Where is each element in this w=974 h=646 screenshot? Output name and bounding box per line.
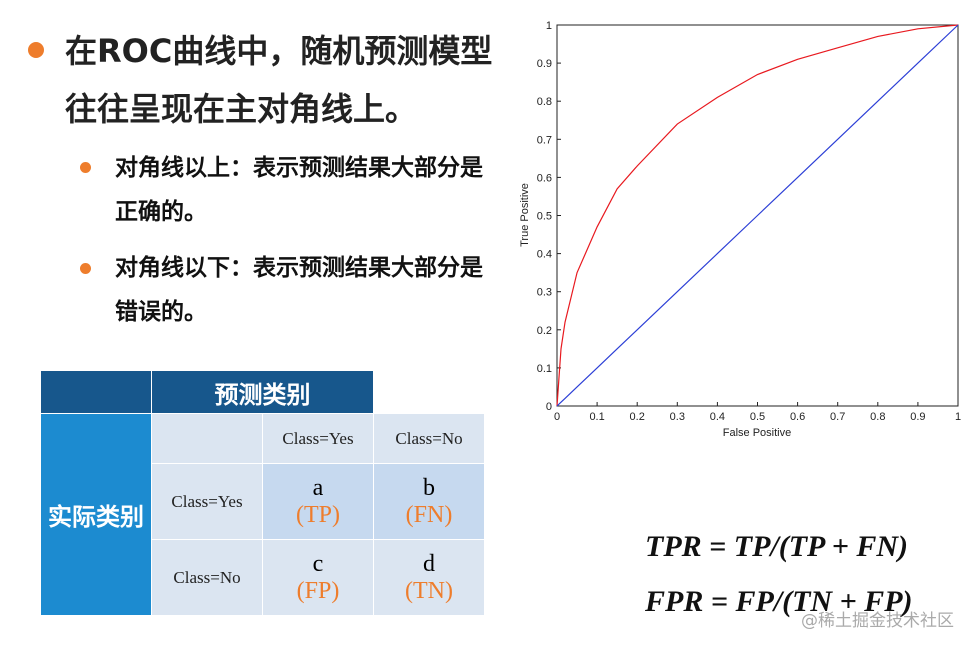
y-tick-label: 0.5 bbox=[537, 211, 552, 223]
y-tick-label: 0.3 bbox=[537, 287, 552, 299]
bullet-dot bbox=[28, 42, 44, 58]
x-tick-label: 0.3 bbox=[670, 411, 685, 423]
x-tick-label: 0.4 bbox=[710, 411, 725, 423]
corner bbox=[40, 370, 152, 414]
x-tick-label: 0 bbox=[554, 411, 560, 423]
y-tick-label: 0.7 bbox=[537, 134, 552, 146]
formula: TPR = TP/(TP + FN) bbox=[645, 530, 909, 563]
column-label: Class=Yes bbox=[262, 413, 374, 464]
roc-chart: False Positive True Positive 0 0.1 0.2 0.3 0… bbox=[519, 20, 961, 439]
cell: d (TN) bbox=[373, 539, 485, 616]
y-tick-label: 0.2 bbox=[537, 325, 552, 337]
y-tick-label: 0.6 bbox=[537, 172, 552, 184]
x-tick-label: 0.7 bbox=[830, 411, 845, 423]
cell-term: (TN) bbox=[405, 577, 453, 604]
table-header: 预测类别 bbox=[151, 370, 374, 414]
x-tick-label: 1 bbox=[955, 411, 961, 423]
x-tick-label: 0.2 bbox=[630, 411, 645, 423]
cell: c (FP) bbox=[262, 539, 374, 616]
bullet-dot bbox=[80, 162, 91, 173]
x-tick-label: 0.9 bbox=[910, 411, 925, 423]
row-label: Class=No bbox=[151, 539, 263, 616]
y-tick-label: 0.1 bbox=[537, 363, 552, 375]
x-tick-label: 0.5 bbox=[750, 411, 765, 423]
cell: a (TP) bbox=[262, 463, 374, 540]
bullet-dot bbox=[80, 263, 91, 274]
cell-term: (FP) bbox=[296, 577, 340, 604]
y-tick-label: 0.8 bbox=[537, 96, 552, 108]
y-tick-label: 0 bbox=[546, 401, 552, 413]
sub-bullet: 对角线以上：表示预测结果大部分是正确的。 bbox=[115, 155, 483, 225]
blank bbox=[151, 413, 263, 464]
y-axis-label: True Positive bbox=[519, 183, 531, 247]
cell-letter: b bbox=[423, 474, 435, 501]
curve bbox=[556, 24, 959, 407]
cell-term: (FN) bbox=[405, 501, 453, 528]
cell-letter: d bbox=[423, 550, 435, 577]
sub-bullet: 对角线以下：表示预测结果大部分是错误的。 bbox=[115, 255, 483, 325]
x-tick-label: 0.8 bbox=[870, 411, 885, 423]
cell: b (FN) bbox=[373, 463, 485, 540]
formula: FPR = FP/(TN + FP) bbox=[645, 585, 913, 618]
y-tick-label: 0.9 bbox=[537, 58, 552, 70]
x-axis-label: False Positive bbox=[723, 427, 791, 439]
cell-term: (TP) bbox=[296, 501, 340, 528]
y-tick-label: 1 bbox=[546, 20, 552, 32]
bullet-text: 在ROC曲线中，随机预测模型往往呈现在主对角线上。 bbox=[65, 32, 493, 128]
cell-letter: c bbox=[312, 550, 324, 577]
curve bbox=[556, 24, 959, 407]
watermark: @稀土掘金技术社区 bbox=[801, 611, 954, 631]
x-tick-label: 0.6 bbox=[790, 411, 805, 423]
x-tick-label: 0.1 bbox=[589, 411, 604, 423]
y-tick-label: 0.4 bbox=[537, 249, 552, 261]
column-label: Class=No bbox=[373, 413, 485, 464]
confusion-matrix: 预测类别 实际类别 Class=Yes Class=No Class=Yes a(… bbox=[40, 370, 485, 616]
cell-letter: a bbox=[312, 474, 324, 501]
row-label: Class=Yes bbox=[151, 463, 263, 540]
row-header: 实际类别 bbox=[40, 413, 152, 616]
